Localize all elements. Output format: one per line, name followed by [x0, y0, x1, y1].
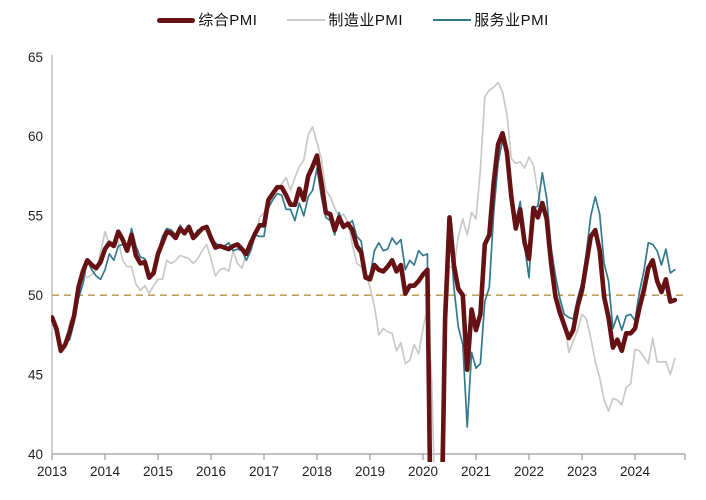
- y-axis-label: 40: [28, 447, 43, 462]
- x-axis-label: 2020: [408, 464, 438, 479]
- chart-legend: 综合PMI 制造业PMI 服务业PMI: [0, 8, 706, 32]
- y-axis-label: 55: [28, 209, 43, 224]
- x-axis-label: 2016: [196, 464, 226, 479]
- series-services-pmi: [51, 138, 676, 462]
- y-axis-label: 45: [28, 367, 43, 382]
- x-axis-label: 2023: [567, 464, 597, 479]
- y-axis-label: 65: [28, 50, 43, 65]
- legend-label-composite-pmi: 综合PMI: [198, 11, 258, 29]
- services-pmi-line-swatch-icon: [433, 19, 472, 21]
- legend-label-services-pmi: 服务业PMI: [474, 11, 549, 29]
- y-axis-label: 50: [28, 288, 43, 303]
- legend-label-manufacturing-pmi: 制造业PMI: [328, 11, 404, 29]
- x-axis-label: 2024: [620, 464, 651, 479]
- x-axis-label: 2013: [37, 464, 67, 479]
- x-axis-label: 2021: [461, 464, 491, 479]
- series-composite-pmi: [51, 130, 678, 462]
- composite-pmi-line-swatch-icon: [157, 17, 196, 23]
- legend-item-services-pmi: 服务业PMI: [433, 13, 549, 28]
- x-axis-label: 2017: [249, 464, 279, 479]
- x-axis-label: 2022: [514, 464, 544, 479]
- manufacturing-pmi-line-swatch-icon: [287, 19, 326, 21]
- y-axis-label: 60: [28, 129, 43, 144]
- x-axis-label: 2015: [143, 464, 173, 479]
- x-axis-label: 2014: [90, 464, 121, 479]
- legend-item-manufacturing-pmi: 制造业PMI: [287, 13, 403, 28]
- legend-item-composite-pmi: 综合PMI: [157, 13, 257, 28]
- x-axis-label: 2018: [302, 464, 332, 479]
- x-axis-label: 2019: [355, 464, 385, 479]
